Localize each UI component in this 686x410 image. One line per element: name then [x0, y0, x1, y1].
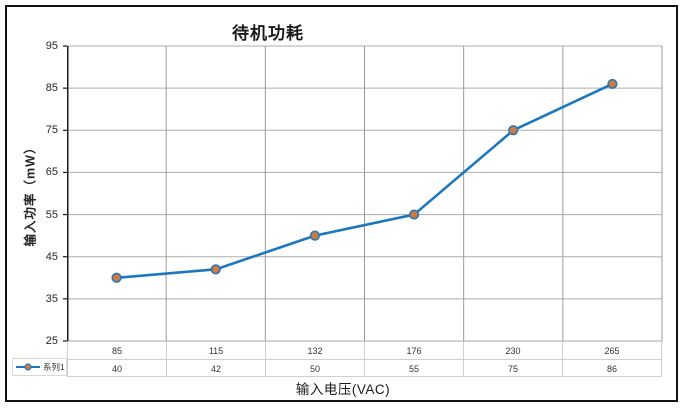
value-cell: 75 [463, 360, 562, 377]
y-tick-label: 25 [45, 335, 58, 347]
plot-area [63, 45, 663, 342]
y-tick-label: 35 [45, 292, 58, 305]
value-cell: 50 [265, 360, 364, 377]
value-cell: 42 [166, 360, 265, 377]
category-cell: 230 [463, 342, 562, 359]
y-tick-label: 95 [45, 40, 58, 52]
legend-series-label: 系列1 [43, 362, 65, 372]
data-point-marker [111, 272, 122, 283]
value-cell: 40 [67, 360, 166, 377]
chart-frame [5, 5, 678, 402]
value-cell: 86 [562, 360, 661, 377]
data-point-marker [607, 78, 618, 90]
data-point-marker [508, 125, 519, 136]
line-chart [63, 45, 663, 342]
chart-title: 待机功耗 [232, 24, 304, 43]
category-cell: 265 [562, 342, 661, 359]
y-tick-label: 75 [45, 124, 58, 137]
data-table: 85 115 132 176 230 265 40 42 50 55 75 86 [67, 341, 662, 377]
y-tick-label: 45 [45, 250, 58, 263]
series-line [115, 82, 614, 280]
legend: 系列1 [12, 358, 67, 376]
y-tick-label: 85 [45, 82, 58, 95]
y-tick-label: 65 [45, 166, 58, 179]
legend-series-icon [16, 363, 40, 371]
category-cell: 115 [166, 342, 265, 359]
value-row: 40 42 50 55 75 86 [67, 359, 661, 377]
category-cell: 132 [265, 342, 364, 359]
y-tick-label: 55 [45, 208, 58, 221]
data-point-marker [210, 264, 221, 275]
y-axis-tick-labels: 95 85 75 65 55 45 35 25 [32, 40, 58, 347]
category-cell: 85 [67, 342, 166, 359]
value-cell: 55 [364, 360, 463, 377]
data-point-marker [408, 209, 420, 220]
data-point-marker [309, 230, 321, 241]
x-axis-title: 输入电压(VAC) [295, 382, 391, 397]
category-cell: 176 [364, 342, 463, 359]
category-row: 85 115 132 176 230 265 [67, 341, 661, 359]
